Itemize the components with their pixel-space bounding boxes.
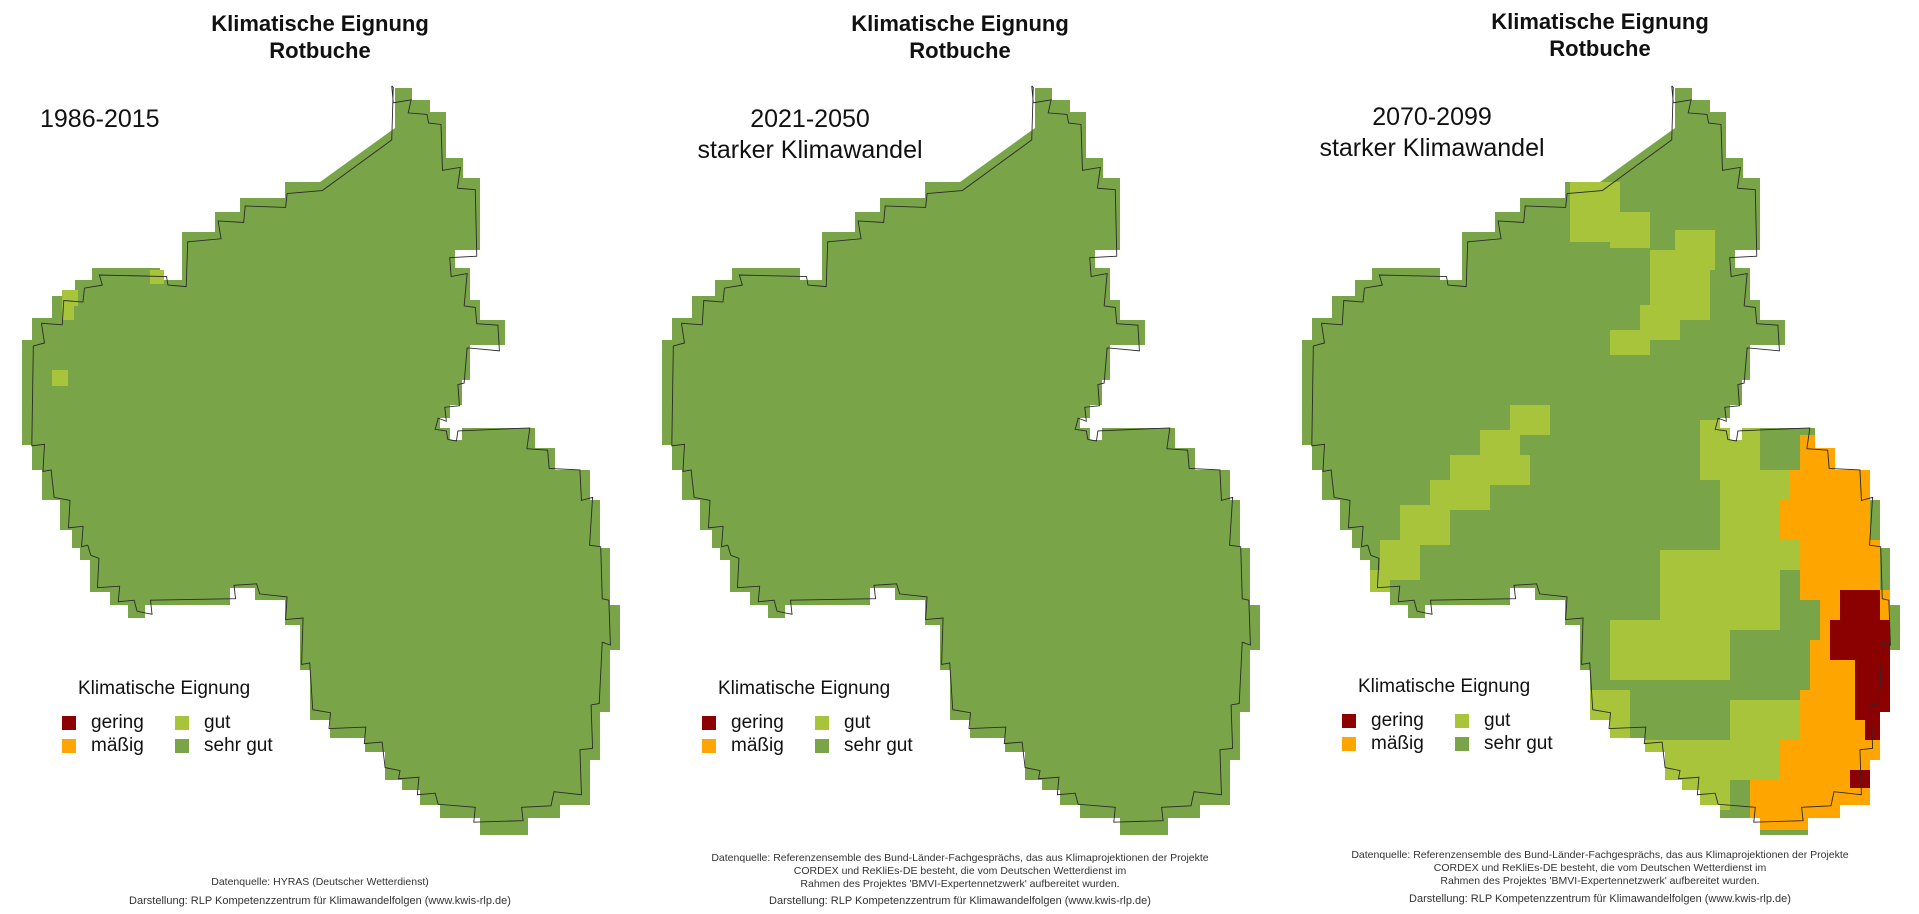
data-source: Datenquelle: HYRAS (Deutscher Wetterdien…: [0, 876, 640, 889]
legend-label-gut: gut: [1484, 710, 1511, 731]
period-text: 2021-2050: [750, 105, 870, 133]
zone-cell-gut: [1360, 570, 1390, 600]
legend-swatch-maessig: [1342, 737, 1356, 751]
legend-swatch-gering: [702, 716, 716, 730]
zone-cell-maessig: [1750, 780, 1840, 830]
legend-swatch-gut: [175, 716, 189, 730]
data-source: Datenquelle: Referenzensemble des Bund-L…: [1280, 849, 1919, 888]
panel-title: Klimatische Eignung Rotbuche: [640, 10, 1280, 64]
source-line: Rahmen des Projektes 'BMVI-Expertennetzw…: [800, 878, 1120, 890]
zone-cell-gering: [1850, 770, 1870, 788]
legend-title: Klimatische Eignung: [78, 678, 251, 699]
zone-cell-gering: [1830, 620, 1890, 660]
legend-title: Klimatische Eignung: [1358, 676, 1531, 697]
zone-cell-gut: [1675, 230, 1715, 270]
legend: Klimatische Eignung gering mäßig gut seh…: [60, 678, 340, 758]
legend: Klimatische Eignung gering mäßig gut seh…: [1340, 676, 1620, 756]
title-line-1: Klimatische Eignung: [211, 11, 429, 36]
region-fill: [1302, 72, 1900, 835]
legend-label-maessig: mäßig: [731, 735, 784, 756]
legend-label-gut: gut: [204, 712, 231, 733]
period-label: 2021-2050 starker Klimawandel: [690, 104, 930, 166]
legend-label-maessig: mäßig: [91, 735, 144, 756]
source-line: Datenquelle: Referenzensemble des Bund-L…: [711, 852, 1209, 864]
panel-title: Klimatische Eignung Rotbuche: [1280, 8, 1919, 62]
source-line: Rahmen des Projektes 'BMVI-Expertennetzw…: [1440, 875, 1760, 887]
period-label: 1986-2015: [40, 104, 220, 135]
zone-cell-gut: [1510, 405, 1550, 435]
title-line-2: Rotbuche: [1549, 36, 1651, 61]
source-line: Datenquelle: HYRAS (Deutscher Wetterdien…: [211, 876, 429, 888]
legend-label-gering: gering: [1371, 710, 1424, 731]
legend-swatch-gut: [815, 716, 829, 730]
legend-label-gering: gering: [731, 712, 784, 733]
zone-cell-gering: [1855, 660, 1900, 720]
state-border: [671, 85, 1251, 823]
legend-swatch-maessig: [702, 739, 716, 753]
state-border: [1311, 85, 1891, 823]
title-line-2: Rotbuche: [269, 38, 371, 63]
region-fill: [662, 72, 1260, 835]
source-line: Datenquelle: Referenzensemble des Bund-L…: [1351, 849, 1849, 861]
suitability-map: [662, 72, 1260, 835]
state-border: [31, 85, 611, 823]
legend-swatch-sehr-gut: [815, 739, 829, 753]
legend-swatch-gering: [62, 716, 76, 730]
title-line-2: Rotbuche: [909, 38, 1011, 63]
legend-swatch-gering: [1342, 714, 1356, 728]
legend-label-sehr-gut: sehr gut: [204, 735, 273, 756]
scenario-text: starker Klimawandel: [1319, 134, 1545, 162]
zone-cell-gut: [52, 370, 68, 386]
zone-cell-gut: [62, 302, 74, 320]
map-panel-2021-2050: Klimatische Eignung Rotbuche 2021-2050 s…: [640, 0, 1280, 914]
source-line: CORDEX und ReKliEs-DE besteht, die vom D…: [793, 865, 1127, 877]
credit-line: Darstellung: RLP Kompetenzzentrum für Kl…: [129, 895, 511, 907]
source-line: CORDEX und ReKliEs-DE besteht, die vom D…: [1433, 862, 1767, 874]
legend-label-sehr-gut: sehr gut: [844, 735, 913, 756]
legend-swatch-sehr-gut: [175, 739, 189, 753]
map-panel-2070-2099: Klimatische Eignung Rotbuche 2070-2099 s…: [1280, 0, 1919, 914]
period-text: 2070-2099: [1372, 103, 1492, 131]
zone-cell-gering: [1865, 720, 1885, 740]
zone-cell-gut: [1610, 620, 1730, 680]
credit-line: Darstellung: RLP Kompetenzzentrum für Kl…: [1409, 893, 1791, 905]
period-label: 2070-2099 starker Klimawandel: [1312, 102, 1552, 164]
legend: Klimatische Eignung gering mäßig gut seh…: [700, 678, 980, 758]
suitability-map: [22, 72, 620, 835]
suitability-map: [1302, 72, 1900, 835]
zone-cell-maessig: [1780, 500, 1870, 540]
legend-swatch-sehr-gut: [1455, 737, 1469, 751]
legend-label-sehr-gut: sehr gut: [1484, 733, 1553, 754]
legend-title: Klimatische Eignung: [718, 678, 891, 699]
map-panel-1986-2015: Klimatische Eignung Rotbuche 1986-2015 K…: [0, 0, 640, 914]
zone-cell-gut: [150, 270, 164, 284]
zone-cell-gut: [1660, 550, 1780, 630]
legend-label-gering: gering: [91, 712, 144, 733]
title-line-1: Klimatische Eignung: [851, 11, 1069, 36]
credit-line: Darstellung: RLP Kompetenzzentrum für Kl…: [769, 895, 1151, 907]
region-fill: [22, 72, 620, 835]
title-line-1: Klimatische Eignung: [1491, 9, 1709, 34]
period-text: 1986-2015: [40, 105, 160, 133]
data-source: Datenquelle: Referenzensemble des Bund-L…: [640, 852, 1280, 891]
zone-cell-gut: [1400, 505, 1450, 545]
scenario-text: starker Klimawandel: [697, 136, 923, 164]
zone-cell-gut: [1610, 330, 1650, 355]
zone-cell-gut: [1610, 212, 1650, 248]
legend-swatch-gut: [1455, 714, 1469, 728]
legend-label-maessig: mäßig: [1371, 733, 1424, 754]
legend-swatch-maessig: [62, 739, 76, 753]
legend-label-gut: gut: [844, 712, 871, 733]
panel-title: Klimatische Eignung Rotbuche: [0, 10, 640, 64]
